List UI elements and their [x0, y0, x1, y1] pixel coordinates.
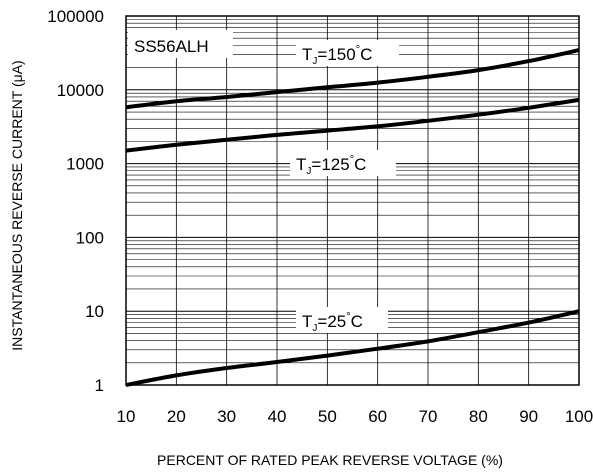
x-tick-labels: 10 20 30 40 50 60 70 80 90 100	[117, 407, 593, 426]
y-tick-label: 100	[76, 228, 104, 247]
series-label-0: TJ=150°C	[296, 40, 399, 67]
series-label-bg	[296, 40, 399, 66]
x-tick-label: 80	[469, 407, 488, 426]
y-tick-label: 10000	[57, 81, 104, 100]
x-tick-label: 20	[167, 407, 186, 426]
series-label-sub: J	[306, 166, 311, 177]
series-label-degree: °	[356, 44, 360, 56]
series-label-temp: =25	[317, 312, 346, 331]
series-label-unit: C	[354, 155, 366, 174]
device-label-text: SS56ALH	[134, 37, 209, 56]
device-label-bg	[128, 30, 233, 58]
x-tick-label: 90	[519, 407, 538, 426]
series-label-main: T	[296, 155, 306, 174]
series-label-bg	[290, 150, 396, 176]
x-tick-label: 70	[419, 407, 438, 426]
y-tick-label: 1	[95, 376, 104, 395]
series-line-1	[125, 97, 580, 153]
x-axis-title: PERCENT OF RATED PEAK REVERSE VOLTAGE (%…	[157, 452, 503, 468]
series-label-text: TJ=150°C	[302, 44, 372, 67]
x-tick-label: 100	[565, 407, 593, 426]
series-label-main: T	[302, 312, 312, 331]
x-tick-label: 30	[217, 407, 236, 426]
series-label-sub: J	[312, 56, 317, 67]
series-label-temp: =125	[311, 155, 349, 174]
series-line-2	[125, 309, 580, 387]
series-label-main: T	[302, 45, 312, 64]
series-labels: TJ=150°CTJ=125°CTJ=25°C	[290, 40, 399, 334]
series-line-0	[125, 48, 580, 110]
y-tick-label: 100000	[47, 7, 104, 26]
device-label: SS56ALH	[128, 30, 233, 58]
y-tick-labels: 1 10 100 1000 10000 100000	[47, 7, 104, 395]
series-label-text: TJ=125°C	[296, 154, 366, 177]
y-tick-label: 10	[85, 302, 104, 321]
y-tick-label: 1000	[66, 155, 104, 174]
series-label-unit: C	[360, 45, 372, 64]
y-axis-title: INSTANTANEOUS REVERSE CURRENT (μA)	[9, 60, 25, 350]
series-label-degree: °	[350, 154, 354, 166]
series-label-1: TJ=125°C	[290, 150, 396, 177]
x-tick-label: 50	[318, 407, 337, 426]
series-label-unit: C	[351, 312, 363, 331]
series-label-text: TJ=25°C	[302, 311, 363, 334]
x-tick-label: 10	[117, 407, 136, 426]
x-tick-label: 60	[368, 407, 387, 426]
x-tick-label: 40	[268, 407, 287, 426]
plot-frame	[125, 15, 580, 386]
series-label-bg	[296, 307, 388, 333]
series-label-degree: °	[346, 311, 350, 323]
series-label-sub: J	[312, 323, 317, 334]
series-lines	[125, 48, 580, 387]
series-label-temp: =150	[317, 45, 355, 64]
series-label-2: TJ=25°C	[296, 307, 388, 334]
